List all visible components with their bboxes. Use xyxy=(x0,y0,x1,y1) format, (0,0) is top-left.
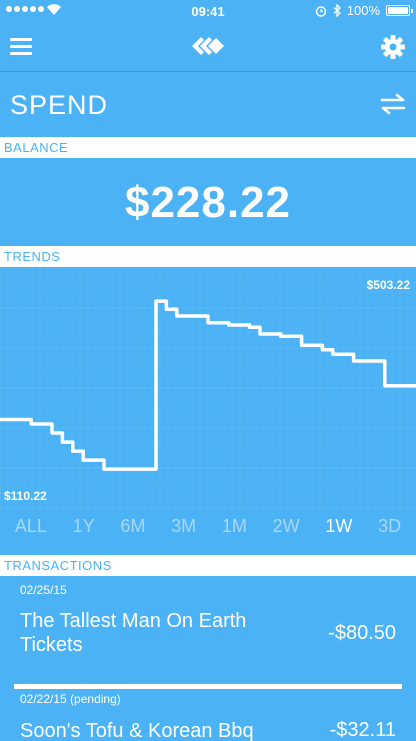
transaction-amount: -$32.11 xyxy=(329,719,396,741)
bluetooth-icon xyxy=(333,4,341,17)
transaction-item[interactable]: 02/22/15 (pending) Soon's Tofu & Korean … xyxy=(0,689,416,741)
chart-max-label: $503.22 xyxy=(366,278,410,292)
range-all[interactable]: ALL xyxy=(14,516,47,536)
transaction-date: 02/25/15 xyxy=(20,583,67,597)
alarm-icon xyxy=(315,5,326,17)
chart-min-label: $110.22 xyxy=(4,489,47,503)
range-2w[interactable]: 2W xyxy=(272,516,300,536)
status-bar: 09:41 100% xyxy=(0,0,416,22)
balance-value: $228.22 xyxy=(124,178,292,227)
wifi-icon xyxy=(47,4,61,15)
battery-percent: 100% xyxy=(346,3,380,18)
range-1w[interactable]: 1W xyxy=(325,516,353,536)
range-6m[interactable]: 6M xyxy=(120,516,146,536)
range-selector: ALL 1Y 6M 3M 1M 2W 1W 3D xyxy=(0,512,416,546)
title-row: SPEND xyxy=(0,73,416,137)
page-title: SPEND xyxy=(10,90,109,120)
trend-chart[interactable] xyxy=(0,268,416,511)
transaction-date: 02/22/15 (pending) xyxy=(20,692,121,706)
signal-icon xyxy=(6,6,44,12)
menu-icon[interactable] xyxy=(10,38,32,56)
chart-line-series xyxy=(0,299,416,471)
transaction-name: The Tallest Man On Earth Tickets xyxy=(20,610,247,656)
balance-header: BALANCE xyxy=(0,137,416,158)
transaction-amount: -$80.50 xyxy=(328,622,396,644)
transaction-divider xyxy=(14,684,402,689)
transactions-header: TRANSACTIONS xyxy=(0,555,416,576)
status-time: 09:41 xyxy=(191,4,225,19)
range-3m[interactable]: 3M xyxy=(171,516,197,536)
nav-bar xyxy=(0,22,416,72)
range-3d[interactable]: 3D xyxy=(378,516,402,536)
range-1y[interactable]: 1Y xyxy=(72,516,95,536)
transaction-item[interactable]: 02/25/15 The Tallest Man On Earth Ticket… xyxy=(0,576,416,686)
trends-header: TRENDS xyxy=(0,246,416,267)
swap-arrows-icon[interactable] xyxy=(380,93,406,115)
transaction-name: Soon's Tofu & Korean Bbq xyxy=(20,720,254,741)
logo-icon xyxy=(192,37,224,55)
range-1m[interactable]: 1M xyxy=(221,516,247,536)
battery-icon xyxy=(386,5,413,16)
gear-icon[interactable] xyxy=(380,34,406,60)
chart-grid xyxy=(0,268,416,511)
